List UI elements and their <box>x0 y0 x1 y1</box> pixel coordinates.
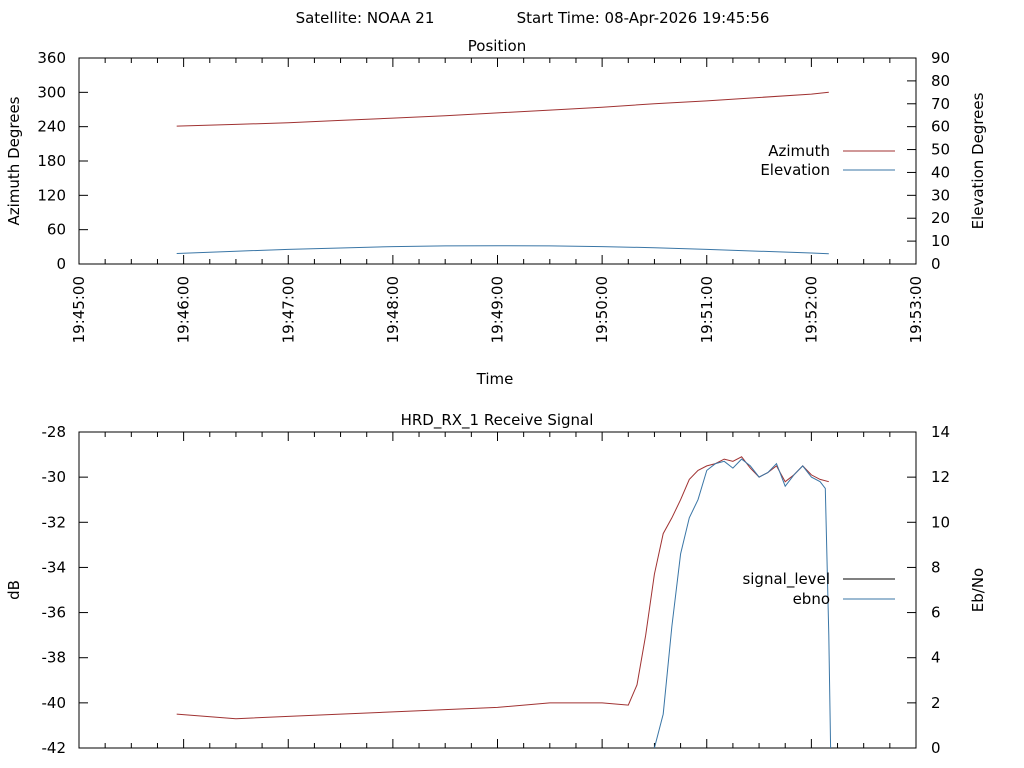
position-y2tick-label: 20 <box>931 209 950 227</box>
signal-ytick-label: -34 <box>42 558 67 576</box>
position-xlabel: Time <box>476 370 514 388</box>
signal-ytick-label: -42 <box>42 739 67 757</box>
position-series <box>176 91 829 255</box>
position-xtick-label: 19:49:00 <box>489 276 507 343</box>
signal-series <box>176 456 832 749</box>
position-xtick-label: 19:50:00 <box>593 276 611 343</box>
legend-label-signal-level: signal_level <box>742 570 830 589</box>
signal-y2tick-label: 8 <box>931 558 941 576</box>
position-xtick-label: 19:46:00 <box>175 276 193 343</box>
position-ytick-label: 300 <box>37 83 66 101</box>
position-y2tick-label: 80 <box>931 72 950 90</box>
position-xtick-label: 19:48:00 <box>384 276 402 343</box>
position-y2tick-label: 70 <box>931 95 950 113</box>
series-line-azimuth <box>176 91 829 127</box>
signal-y2tick-label: 2 <box>931 694 941 712</box>
signal-ytick-label: -30 <box>42 468 67 486</box>
signal-ytick-label: -32 <box>42 513 67 531</box>
legend-label-azimuth: Azimuth <box>768 142 830 160</box>
series-line-elevation <box>176 245 829 255</box>
signal-ylabel: dB <box>5 580 23 600</box>
satellite-label: Satellite: NOAA 21 <box>296 9 435 27</box>
position-xtick-label: 19:51:00 <box>698 276 716 343</box>
legend-label-elevation: Elevation <box>760 161 830 179</box>
series-line-ebno <box>653 458 832 749</box>
signal-ytick-label: -38 <box>42 649 67 667</box>
signal-legend: signal_level ebno <box>742 570 895 608</box>
signal-y2label: Eb/No <box>969 568 987 612</box>
legend-label-ebno: ebno <box>793 590 830 608</box>
position-title: Position <box>468 37 526 55</box>
position-y2tick-label: 90 <box>931 49 950 67</box>
position-y2tick-label: 30 <box>931 186 950 204</box>
position-y2tick-label: 10 <box>931 232 950 250</box>
signal-ytick-label: -36 <box>42 604 67 622</box>
series-line-signal-level <box>176 456 829 720</box>
position-y2tick-label: 60 <box>931 118 950 136</box>
start-time-label: Start Time: 08-Apr-2026 19:45:56 <box>517 9 770 27</box>
signal-y2tick-label: 12 <box>931 468 950 486</box>
signal-chart: HRD_RX_1 Receive Signal -42-40-38-36-34-… <box>5 411 987 757</box>
signal-y2tick-label: 0 <box>931 739 941 757</box>
signal-y2tick-label: 4 <box>931 649 941 667</box>
signal-axes: -42 -40 -38 -36 -34 -32 -30 -28 0 2 4 6 8 10 12 14 <box>42 423 951 757</box>
position-ytick-label: 180 <box>37 152 66 170</box>
position-y2tick-label: 40 <box>931 163 950 181</box>
position-chart: Position 0 60 120 180 240 300 360 0 10 20 30 40 50 60… <box>5 37 987 388</box>
position-xtick-label: 19:47:00 <box>279 276 297 343</box>
signal-y2tick-label: 6 <box>931 604 941 622</box>
signal-ytick-label: -28 <box>42 423 67 441</box>
signal-y2tick-label: 10 <box>931 513 950 531</box>
position-ytick-label: 120 <box>37 186 66 204</box>
position-ytick-label: 60 <box>47 221 66 239</box>
position-y2label: Elevation Degrees <box>969 92 987 229</box>
signal-title: HRD_RX_1 Receive Signal <box>401 411 594 430</box>
position-y2tick-label: 0 <box>931 255 941 273</box>
position-ytick-label: 240 <box>37 118 66 136</box>
position-ylabel: Azimuth Degrees <box>5 96 23 225</box>
position-xtick-label: 19:45:00 <box>70 276 88 343</box>
signal-y2tick-label: 14 <box>931 423 950 441</box>
position-y2tick-label: 50 <box>931 141 950 159</box>
position-axes: 0 60 120 180 240 300 360 0 10 20 30 40 50 60 70 80 90 19:… <box>37 49 950 343</box>
position-legend: Azimuth Elevation <box>760 142 895 179</box>
position-ytick-label: 0 <box>56 255 66 273</box>
signal-ytick-label: -40 <box>42 694 67 712</box>
position-xtick-label: 19:53:00 <box>907 276 925 343</box>
position-xtick-label: 19:52:00 <box>802 276 820 343</box>
position-ytick-label: 360 <box>37 49 66 67</box>
